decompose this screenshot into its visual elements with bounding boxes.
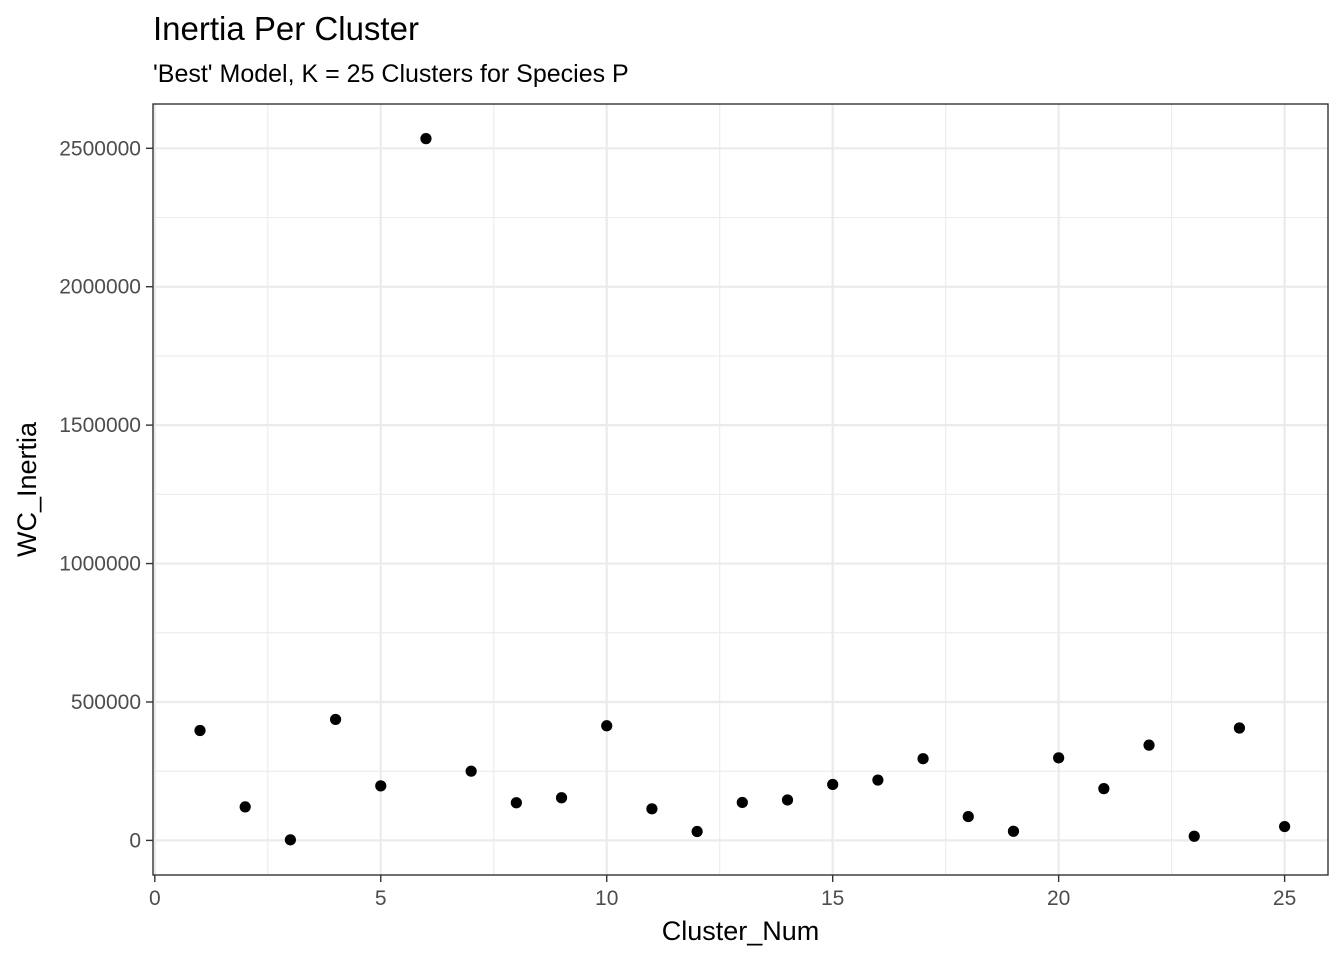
x-tick-label: 0 [149,887,161,910]
axis-ticks: 0 5 10 15 20 25 0 500000 1000000 1500000 2000000 25… [59,137,1296,910]
y-tick-label: 2000000 [59,276,141,299]
data-point [691,825,703,838]
x-tick-label: 5 [375,887,387,910]
data-point [827,778,839,791]
data-point [646,803,658,815]
data-point [601,720,613,732]
data-point [736,796,748,809]
data-point [239,801,251,813]
x-tick-label: 25 [1273,887,1296,910]
panel-border [152,103,1329,876]
data-point [962,810,974,823]
x-axis-title: Cluster_Num [662,916,820,946]
data-points [194,133,1291,846]
y-tick-label: 1000000 [59,553,141,576]
chart-title: Inertia Per Cluster [153,10,419,47]
data-point [1007,825,1020,837]
data-point [555,792,568,804]
grid-lines [153,104,1328,875]
data-point [375,780,387,792]
data-point [465,765,477,777]
data-point [284,834,296,846]
data-point [1098,783,1110,795]
data-point [510,797,522,809]
data-point [872,774,884,786]
y-tick-label: 1500000 [59,414,141,437]
data-point [194,724,206,737]
x-tick-label: 15 [821,887,844,910]
y-tick-label: 2500000 [59,137,141,160]
y-axis-title: WC_Inertia [12,421,42,557]
data-point [781,794,794,806]
x-tick-label: 20 [1047,887,1070,910]
data-point [1143,739,1155,751]
data-point [420,133,432,145]
y-tick-label: 0 [129,829,141,852]
data-point [329,713,342,726]
chart-subtitle: 'Best' Model, K = 25 Clusters for Specie… [153,60,629,88]
data-point [917,753,929,765]
data-point [1279,820,1291,833]
plot-panel [153,104,1328,875]
y-tick-label: 500000 [71,691,141,714]
data-point [1188,830,1200,842]
x-tick-label: 10 [595,887,618,910]
data-point [1233,722,1246,734]
data-point [1053,752,1065,764]
